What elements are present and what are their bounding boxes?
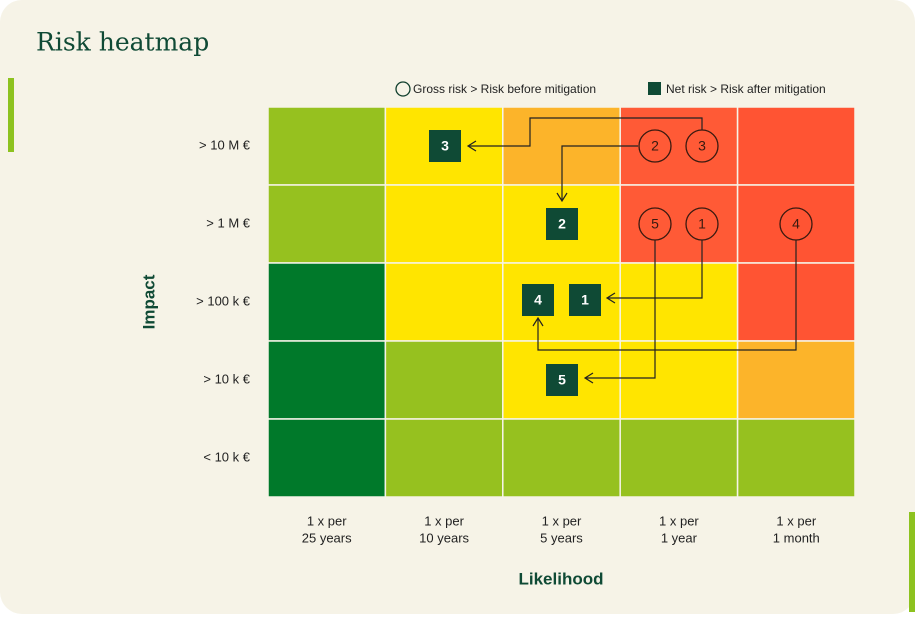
column-label: 1 year xyxy=(661,530,698,545)
cell xyxy=(619,262,739,342)
gross-risk xyxy=(685,129,719,163)
column-label: 1 x per xyxy=(659,513,699,528)
cell xyxy=(619,340,739,420)
column-label: 1 x per xyxy=(307,513,347,528)
arrow xyxy=(556,145,638,203)
cell xyxy=(384,262,504,342)
net-risk xyxy=(546,364,578,396)
cell xyxy=(619,184,739,264)
arrows xyxy=(466,117,797,384)
row-label: > 10 k € xyxy=(203,371,250,386)
arrow xyxy=(466,117,703,152)
arrow xyxy=(532,240,797,351)
net-risk xyxy=(546,208,578,240)
cell xyxy=(619,418,739,498)
grid xyxy=(267,106,856,498)
markers: 2 3 5 1 4 3 2 4 1 5 xyxy=(429,129,813,396)
legend-square xyxy=(648,82,661,95)
gross-risk xyxy=(638,207,672,241)
cell xyxy=(502,262,621,342)
gross-risk xyxy=(638,129,672,163)
column-label: 1 x per xyxy=(424,513,464,528)
net-label: 4 xyxy=(534,292,542,308)
cell xyxy=(384,418,504,498)
net-risk xyxy=(522,284,554,316)
row-label: > 100 k € xyxy=(196,293,251,308)
accent-bar xyxy=(8,78,14,152)
arrow xyxy=(605,240,703,304)
cell xyxy=(736,340,856,420)
row-label: > 1 M € xyxy=(206,215,250,230)
cell xyxy=(267,106,387,186)
net-risk xyxy=(429,130,461,162)
column-label: 1 month xyxy=(773,530,820,545)
gross-label: 5 xyxy=(651,216,659,232)
row-label: < 10 k € xyxy=(203,449,250,464)
title: Risk heatmap xyxy=(36,28,209,57)
cell xyxy=(384,340,504,420)
column-label: 5 years xyxy=(540,530,583,545)
net-label: 5 xyxy=(558,372,566,388)
cell xyxy=(736,106,856,186)
gross-label: 4 xyxy=(792,216,800,232)
cell xyxy=(384,184,504,264)
row-label: > 10 M € xyxy=(199,137,251,152)
gross-risk xyxy=(685,207,719,241)
column-label: 1 x per xyxy=(776,513,816,528)
cell xyxy=(267,340,387,420)
net-risk xyxy=(569,284,601,316)
legend-circle xyxy=(395,81,411,97)
column-label: 10 years xyxy=(419,530,469,545)
gross-label: 1 xyxy=(698,216,706,232)
cell xyxy=(267,262,387,342)
gross-risk xyxy=(779,207,813,241)
gross-label: 3 xyxy=(698,138,706,154)
net-label: 3 xyxy=(441,138,449,154)
column-label: 1 x per xyxy=(542,513,582,528)
cell xyxy=(267,418,387,498)
column-label: 25 years xyxy=(302,530,352,545)
cell xyxy=(736,418,856,498)
net-label: 2 xyxy=(558,216,566,232)
net-label: 1 xyxy=(581,292,589,308)
arrow xyxy=(583,240,656,384)
legend-gross: Gross risk > Risk before mitigation xyxy=(413,82,596,96)
gross-label: 2 xyxy=(651,138,659,154)
cell xyxy=(502,418,621,498)
x-title: Likelihood xyxy=(519,569,604,588)
accent-bar xyxy=(909,512,915,612)
y-title: Impact xyxy=(139,274,158,329)
cell xyxy=(267,184,387,264)
legend-net: Net risk > Risk after mitigation xyxy=(666,82,826,96)
